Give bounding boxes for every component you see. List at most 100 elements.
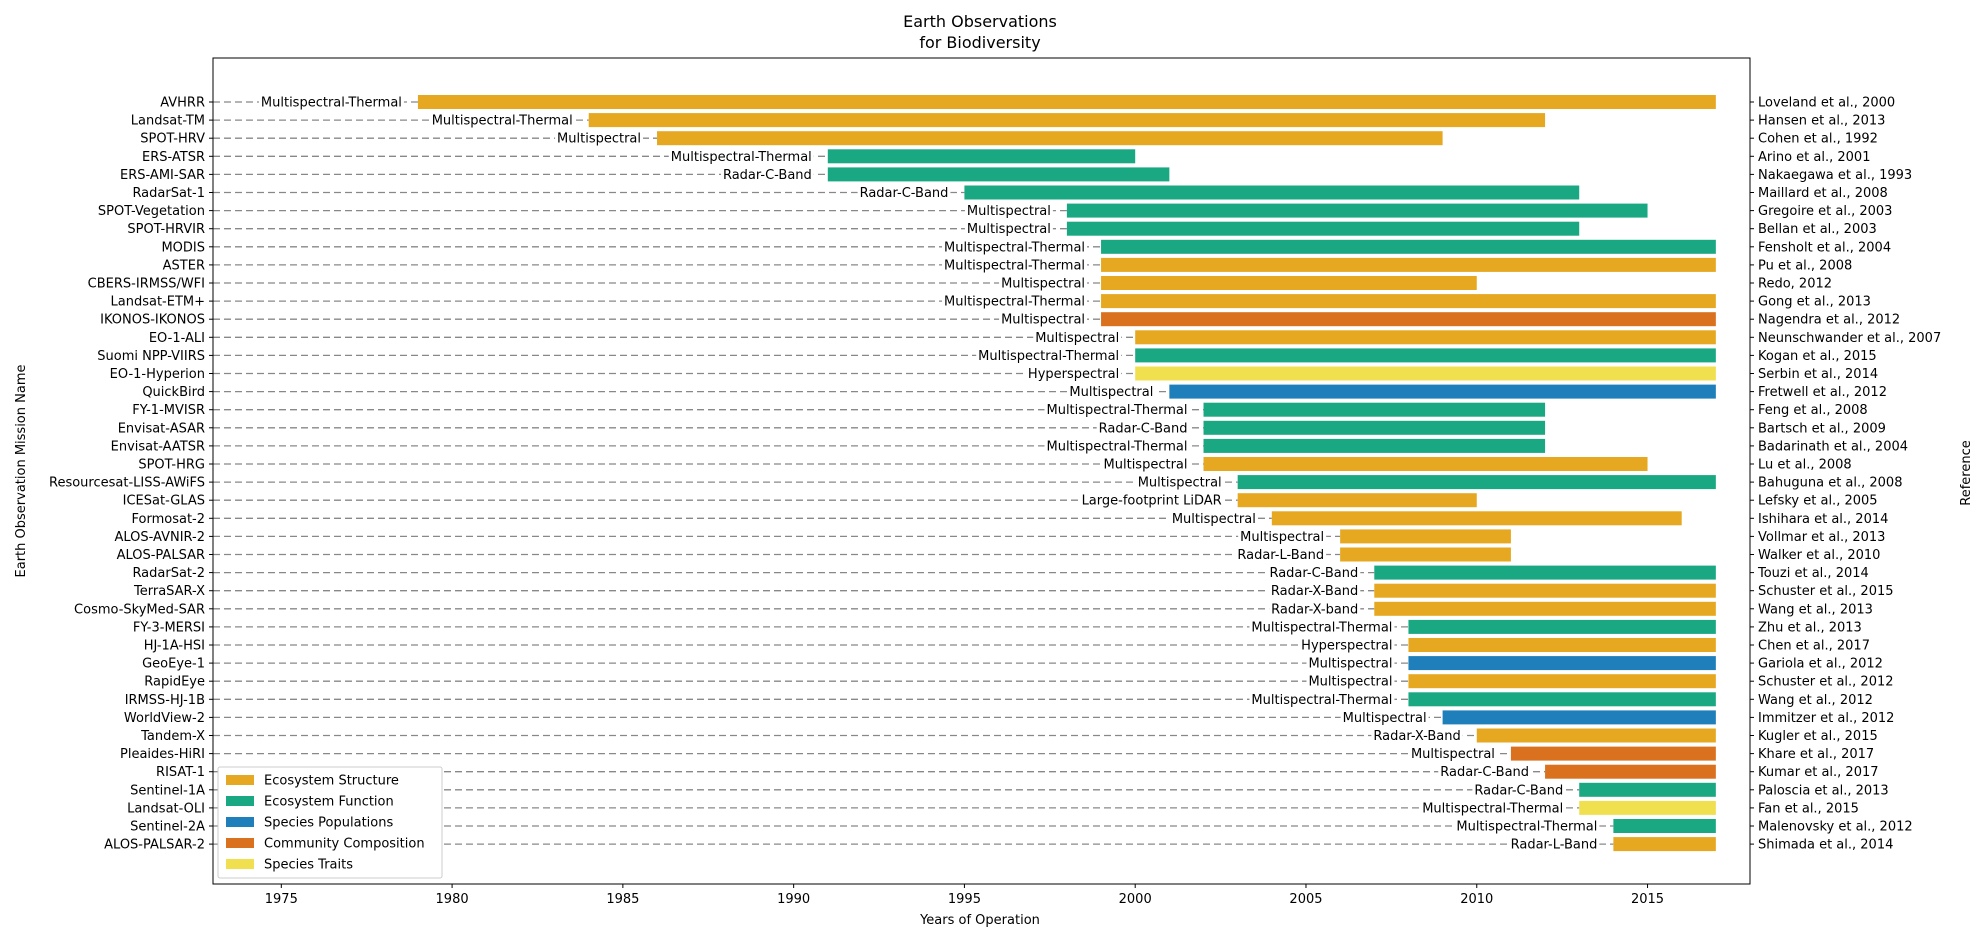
sensor-label: Multispectral [1104,458,1188,473]
mission-name-label: Resourcesat-LISS-AWiFS [49,476,205,491]
sensor-label-bg [857,186,951,201]
x-tick-label: 2005 [1289,892,1322,907]
sensor-label-bg [1268,584,1361,600]
sensor-label-bg [942,294,1088,310]
reference-label: Kugler et al., 2015 [1758,729,1878,744]
reference-label: Hansen et al., 2013 [1758,114,1885,129]
sensor-label: Hyperspectral [1301,639,1392,654]
sensor-label: Multispectral-Thermal [978,349,1119,364]
sensor-label-bg [1135,475,1224,491]
reference-label: Lu et al., 2008 [1758,458,1852,473]
sensor-label: Multispectral [967,204,1051,219]
sensor-label-bg [429,113,575,129]
reference-label: Bellan et al., 2003 [1758,222,1877,237]
sensor-label-bg [1306,656,1395,672]
mission-name-label: RISAT-1 [156,765,205,780]
mission-bar [1510,746,1716,761]
mission-name-label: RapidEye [144,675,205,690]
mission-name-label: EO-1-Hyperion [110,367,205,382]
x-axis-ticks: 1975 1980 1985 1990 1995 2000 2005 2010 2015 [265,884,1664,907]
sensor-label: Multispectral [1069,385,1153,400]
mission-name-label: FY-3-MERSI [133,620,205,635]
reference-label: Vollmar et al., 2013 [1758,530,1885,545]
mission-name-label: GeoEye-1 [142,657,205,672]
sensor-label: Radar-C-Band [1099,421,1188,436]
mission-name-label: ALOS-PALSAR [117,548,205,563]
sensor-label-bg [1249,620,1395,636]
reference-label: Gariola et al., 2012 [1758,657,1883,672]
sensor-label-bg [1438,765,1532,781]
reference-label: Zhu et al., 2013 [1758,620,1862,635]
sensor-label-bg [1472,783,1566,799]
sensor-label-bg [668,149,814,165]
mission-bar [1579,800,1716,815]
x-tick-label: 1980 [436,892,469,907]
mission-name-label: Pleaides-HiRI [120,747,205,762]
mission-name-label: FY-1-MVISR [132,403,205,418]
mission-bar [1374,565,1716,580]
mission-bar [1066,221,1580,236]
mission-bar [1374,583,1716,598]
mission-name-label: Landsat-ETM+ [111,295,206,310]
mission-name-label: Tandem-X [140,729,205,744]
mission-name-label: HJ-1A-HSI [144,639,205,654]
mission-bar [1203,402,1546,417]
sensor-label-bg [1340,710,1429,726]
legend-label: Species Traits [264,858,353,873]
legend-label: Ecosystem Function [264,795,394,810]
legend-swatch [226,817,254,827]
reference-label: Badarinath et al., 2004 [1758,439,1908,454]
sensor-label: Multispectral [1308,657,1392,672]
sensor-label-bg [999,276,1088,292]
mission-name-label: Envisat-ASAR [118,421,205,436]
reference-label: Gregoire et al., 2003 [1758,204,1892,219]
sensor-label-bg [1096,421,1190,437]
x-tick-label: 2010 [1460,892,1493,907]
sensor-label-bg [942,240,1088,256]
reference-label: Redo, 2012 [1758,277,1832,292]
sensor-label-bg [1454,819,1600,835]
mission-bar [1613,837,1716,852]
sensor-label: Radar-X-Band [1373,729,1460,744]
sensor-label-bg [1269,602,1361,618]
sensor-label: Multispectral-Thermal [1422,801,1563,816]
mission-name-label: IKONOS-IKONOS [100,313,205,328]
sensor-label: Radar-X-Band [1271,584,1358,599]
reference-label: Immitzer et al., 2012 [1758,711,1894,726]
sensor-label-bg [555,131,644,147]
x-axis-label: Years of Operation [919,913,1040,928]
reference-label: Ishihara et al., 2014 [1758,512,1888,527]
mission-bar [827,167,1170,182]
mission-name-label: SPOT-HRG [138,458,205,473]
mission-bar [1408,674,1716,689]
mission-bar [1203,457,1648,471]
sensor-label-bg [1067,385,1156,401]
mission-bar [1101,294,1716,309]
mission-name-label: ASTER [163,258,205,273]
mission-bar [1408,638,1716,652]
reference-label: Schuster et al., 2015 [1758,584,1894,599]
sensor-label: Multispectral-Thermal [944,258,1085,273]
sensor-label-bg [1408,747,1497,763]
mission-name-label: Sentinel-2A [130,820,205,835]
reference-label: Maillard et al., 2008 [1758,186,1888,201]
mission-name-label: ICESat-GLAS [123,494,205,509]
reference-label: Wang et al., 2013 [1758,602,1873,617]
mission-name-label: TerraSAR-X [133,584,205,599]
mission-name-label: ALOS-PALSAR-2 [104,838,205,853]
mission-labels: AVHRR Landsat-TM SPOT-HRV ERS-ATSR ERS-AMI-S… [49,96,213,853]
legend-swatch [226,796,254,806]
reference-labels: Loveland et al., 2000 Hansen et al., 2013… [1750,96,1941,853]
mission-name-label: EO-1-ALI [149,331,205,346]
reference-label: Arino et al., 2001 [1758,150,1870,165]
mission-name-label: Formosat-2 [132,512,206,527]
reference-label: Fan et al., 2015 [1758,801,1859,816]
reference-label: Kogan et al., 2015 [1758,349,1877,364]
mission-bar [1545,764,1716,779]
sensor-label-bg [258,95,404,111]
legend-frame [217,766,443,879]
mission-name-label: ALOS-AVNIR-2 [114,530,205,545]
sensor-label: Multispectral-Thermal [1251,693,1392,708]
mission-bar [1203,438,1546,453]
sensor-label: Multispectral-Thermal [944,240,1085,255]
